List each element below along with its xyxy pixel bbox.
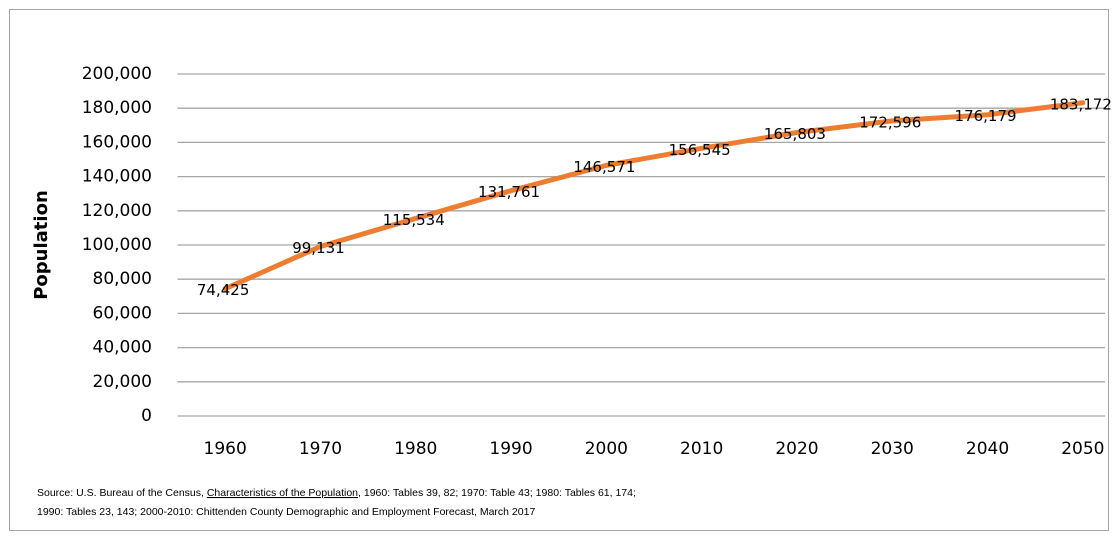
y-axis-label: Population — [31, 190, 52, 300]
data-label: 115,534 — [383, 211, 445, 229]
y-tick-label: 100,000 — [82, 235, 152, 255]
y-tick-label: 0 — [141, 406, 152, 426]
line — [222, 100, 1086, 292]
data-label: 146,571 — [573, 158, 635, 176]
source-note: Source: U.S. Bureau of the Census, Chara… — [37, 487, 636, 499]
data-label: 176,179 — [955, 107, 1017, 125]
x-tick-label: 1980 — [394, 439, 437, 459]
y-tick-label: 60,000 — [93, 303, 152, 323]
data-label: 172,596 — [859, 113, 921, 131]
y-tick-label: 140,000 — [82, 167, 152, 187]
note-text: Source: U.S. Bureau of the Census, — [37, 487, 207, 499]
note-text: , 1960: Tables 39, 82; 1970: Table 43; 1… — [358, 487, 636, 499]
y-tick-label: 80,000 — [93, 269, 152, 289]
x-tick-label: 2000 — [585, 439, 628, 459]
data-label: 74,425 — [197, 281, 250, 299]
x-tick-label: 1960 — [204, 439, 247, 459]
x-tick-label: 1990 — [489, 439, 532, 459]
data-label: 131,761 — [478, 183, 540, 201]
y-tick-label: 200,000 — [82, 64, 152, 84]
y-tick-label: 180,000 — [82, 98, 152, 118]
y-tick-label: 40,000 — [93, 338, 152, 358]
x-tick-label: 1970 — [299, 439, 342, 459]
chart-frame — [9, 9, 1109, 531]
x-tick-label: 2040 — [966, 439, 1009, 459]
y-tick-label: 160,000 — [82, 132, 152, 152]
x-tick-label: 2020 — [775, 439, 818, 459]
data-label: 165,803 — [764, 125, 826, 143]
source-note: 1990: Tables 23, 143; 2000-2010: Chitten… — [37, 506, 535, 518]
data-label: 183,172 — [1050, 95, 1112, 113]
x-tick-label: 2030 — [871, 439, 914, 459]
data-label: 99,131 — [292, 239, 345, 257]
x-tick-label: 2010 — [680, 439, 723, 459]
x-tick-label: 2050 — [1061, 439, 1104, 459]
data-label: 156,545 — [669, 141, 731, 159]
note-title: Characteristics of the Population — [207, 487, 358, 499]
y-tick-label: 120,000 — [82, 201, 152, 221]
y-tick-label: 20,000 — [93, 372, 152, 392]
